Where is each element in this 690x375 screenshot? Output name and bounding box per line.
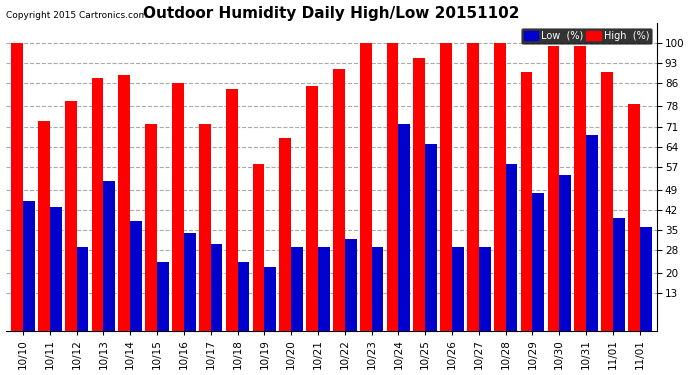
Bar — [333, 69, 345, 330]
Bar — [533, 193, 544, 330]
Bar — [184, 233, 196, 330]
Bar — [226, 89, 237, 330]
Bar — [440, 43, 452, 330]
Legend: Low  (%), High  (%): Low (%), High (%) — [521, 28, 652, 44]
Bar — [92, 78, 104, 330]
Bar — [359, 43, 372, 330]
Bar — [199, 124, 210, 330]
Bar — [398, 124, 411, 330]
Bar — [386, 43, 398, 330]
Bar — [104, 181, 115, 330]
Bar — [613, 219, 624, 330]
Bar — [172, 84, 184, 330]
Bar — [119, 75, 130, 330]
Bar — [77, 247, 88, 330]
Bar — [560, 176, 571, 330]
Bar — [237, 262, 249, 330]
Text: Copyright 2015 Cartronics.com: Copyright 2015 Cartronics.com — [6, 11, 147, 20]
Bar — [506, 164, 518, 330]
Bar — [425, 144, 437, 330]
Bar — [467, 43, 479, 330]
Bar — [372, 247, 384, 330]
Bar — [50, 207, 61, 330]
Title: Outdoor Humidity Daily High/Low 20151102: Outdoor Humidity Daily High/Low 20151102 — [143, 6, 520, 21]
Bar — [479, 247, 491, 330]
Bar — [345, 238, 357, 330]
Bar — [65, 100, 77, 330]
Bar — [574, 46, 586, 330]
Bar — [23, 201, 34, 330]
Bar — [264, 267, 276, 330]
Bar — [640, 227, 651, 330]
Bar — [146, 124, 157, 330]
Bar — [494, 43, 506, 330]
Bar — [38, 121, 50, 330]
Bar — [628, 104, 640, 330]
Bar — [601, 72, 613, 330]
Bar — [130, 221, 142, 330]
Bar — [11, 43, 23, 330]
Bar — [279, 138, 291, 330]
Bar — [253, 164, 264, 330]
Bar — [210, 244, 222, 330]
Bar — [291, 247, 303, 330]
Bar — [157, 262, 169, 330]
Bar — [318, 247, 330, 330]
Bar — [521, 72, 533, 330]
Bar — [413, 58, 425, 330]
Bar — [452, 247, 464, 330]
Bar — [306, 86, 318, 330]
Bar — [547, 46, 560, 330]
Bar — [586, 135, 598, 330]
